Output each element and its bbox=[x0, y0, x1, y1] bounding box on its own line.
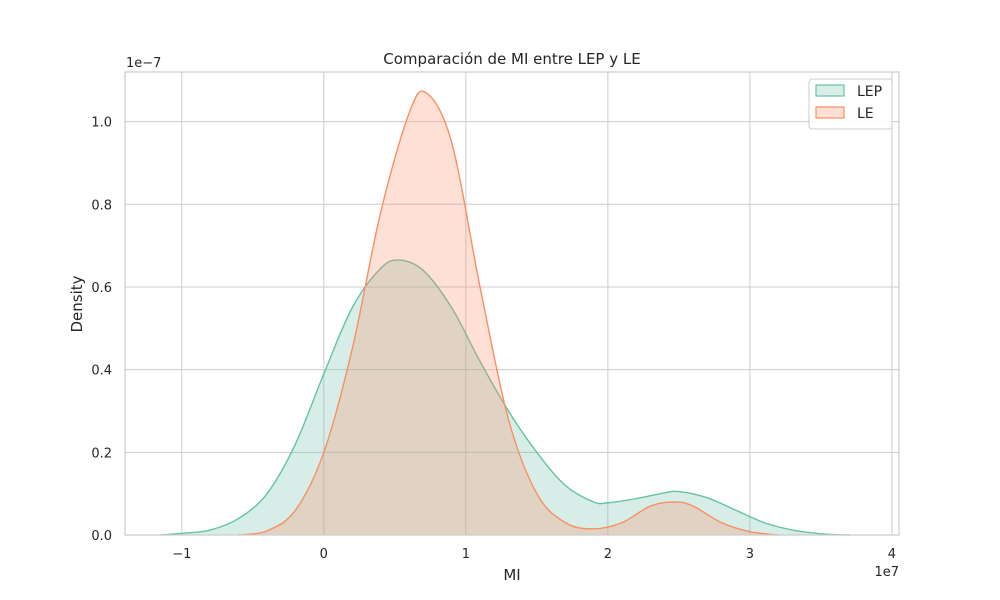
x-axis-label: MI bbox=[503, 566, 520, 584]
chart-title: Comparación de MI entre LEP y LE bbox=[383, 50, 640, 68]
legend-swatch-le bbox=[815, 106, 845, 119]
legend-label-le: LE bbox=[857, 106, 874, 122]
density-area-le bbox=[238, 91, 779, 536]
plot-frame bbox=[124, 71, 900, 536]
y-tick-label: 0.0 bbox=[91, 529, 112, 544]
x-tick-label: 3 bbox=[746, 547, 754, 562]
x-tick-labels: −1 0 1 2 3 4 bbox=[172, 547, 896, 562]
legend-label-lep: LEP bbox=[857, 84, 882, 100]
x-offset-label: 1e7 bbox=[874, 565, 899, 580]
y-tick-label: 1.0 bbox=[91, 116, 112, 131]
y-offset-label: 1e−7 bbox=[126, 56, 161, 71]
legend-swatch-lep bbox=[815, 84, 845, 97]
density-line-le bbox=[238, 90, 779, 536]
legend-box bbox=[808, 78, 893, 130]
density-line-lep bbox=[160, 259, 850, 536]
y-tick-labels: 0.0 0.2 0.4 0.6 0.8 1.0 bbox=[91, 116, 112, 544]
x-tick-label: −1 bbox=[172, 547, 191, 562]
y-tick-label: 0.2 bbox=[91, 446, 112, 461]
x-tick-label: 4 bbox=[888, 547, 896, 562]
x-tick-label: 2 bbox=[604, 547, 612, 562]
x-tick-label: 0 bbox=[320, 547, 328, 562]
density-areas bbox=[160, 90, 850, 536]
density-area-lep bbox=[160, 260, 850, 535]
legend: LEP LE bbox=[808, 78, 893, 130]
y-tick-label: 0.4 bbox=[91, 364, 112, 379]
y-tick-label: 0.6 bbox=[91, 281, 112, 296]
y-axis-label: Density bbox=[68, 275, 86, 332]
x-tick-label: 1 bbox=[462, 547, 470, 562]
y-tick-label: 0.8 bbox=[91, 198, 112, 213]
